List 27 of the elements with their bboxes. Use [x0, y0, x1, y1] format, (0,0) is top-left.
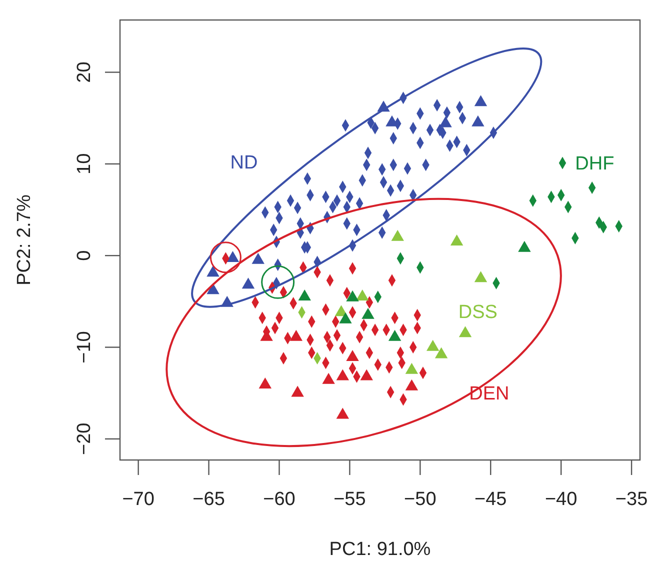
point [226, 250, 240, 262]
point [439, 116, 452, 128]
point [472, 115, 484, 126]
point [206, 283, 220, 294]
point [242, 278, 255, 289]
x-axis-title: PC1: 91.0% [329, 539, 431, 560]
x-tick-label: −55 [334, 489, 366, 510]
y-tick-label: 20 [74, 62, 95, 83]
y-tick-label: −20 [74, 422, 95, 456]
point [206, 266, 220, 277]
x-tick-label: −40 [544, 489, 578, 510]
y-tick-label: 0 [74, 250, 95, 261]
y-axis-title: PC2: 2.7% [14, 194, 35, 286]
series-label: DHF [575, 154, 614, 175]
x-tick-label: −70 [122, 489, 154, 510]
x-tick-label: −60 [263, 489, 296, 510]
text: DEN [469, 384, 510, 405]
x-tick-label: −50 [404, 489, 436, 510]
x-tick-label: −65 [192, 489, 225, 510]
series-label: DSS [458, 302, 498, 324]
x-tick-label: −35 [615, 489, 648, 510]
point [474, 95, 488, 106]
x-tick-label: −45 [474, 489, 507, 510]
y-tick-label: −10 [74, 331, 95, 364]
series-label: ND [230, 152, 258, 174]
y-tick-label: 10 [74, 153, 95, 174]
point [450, 234, 464, 246]
